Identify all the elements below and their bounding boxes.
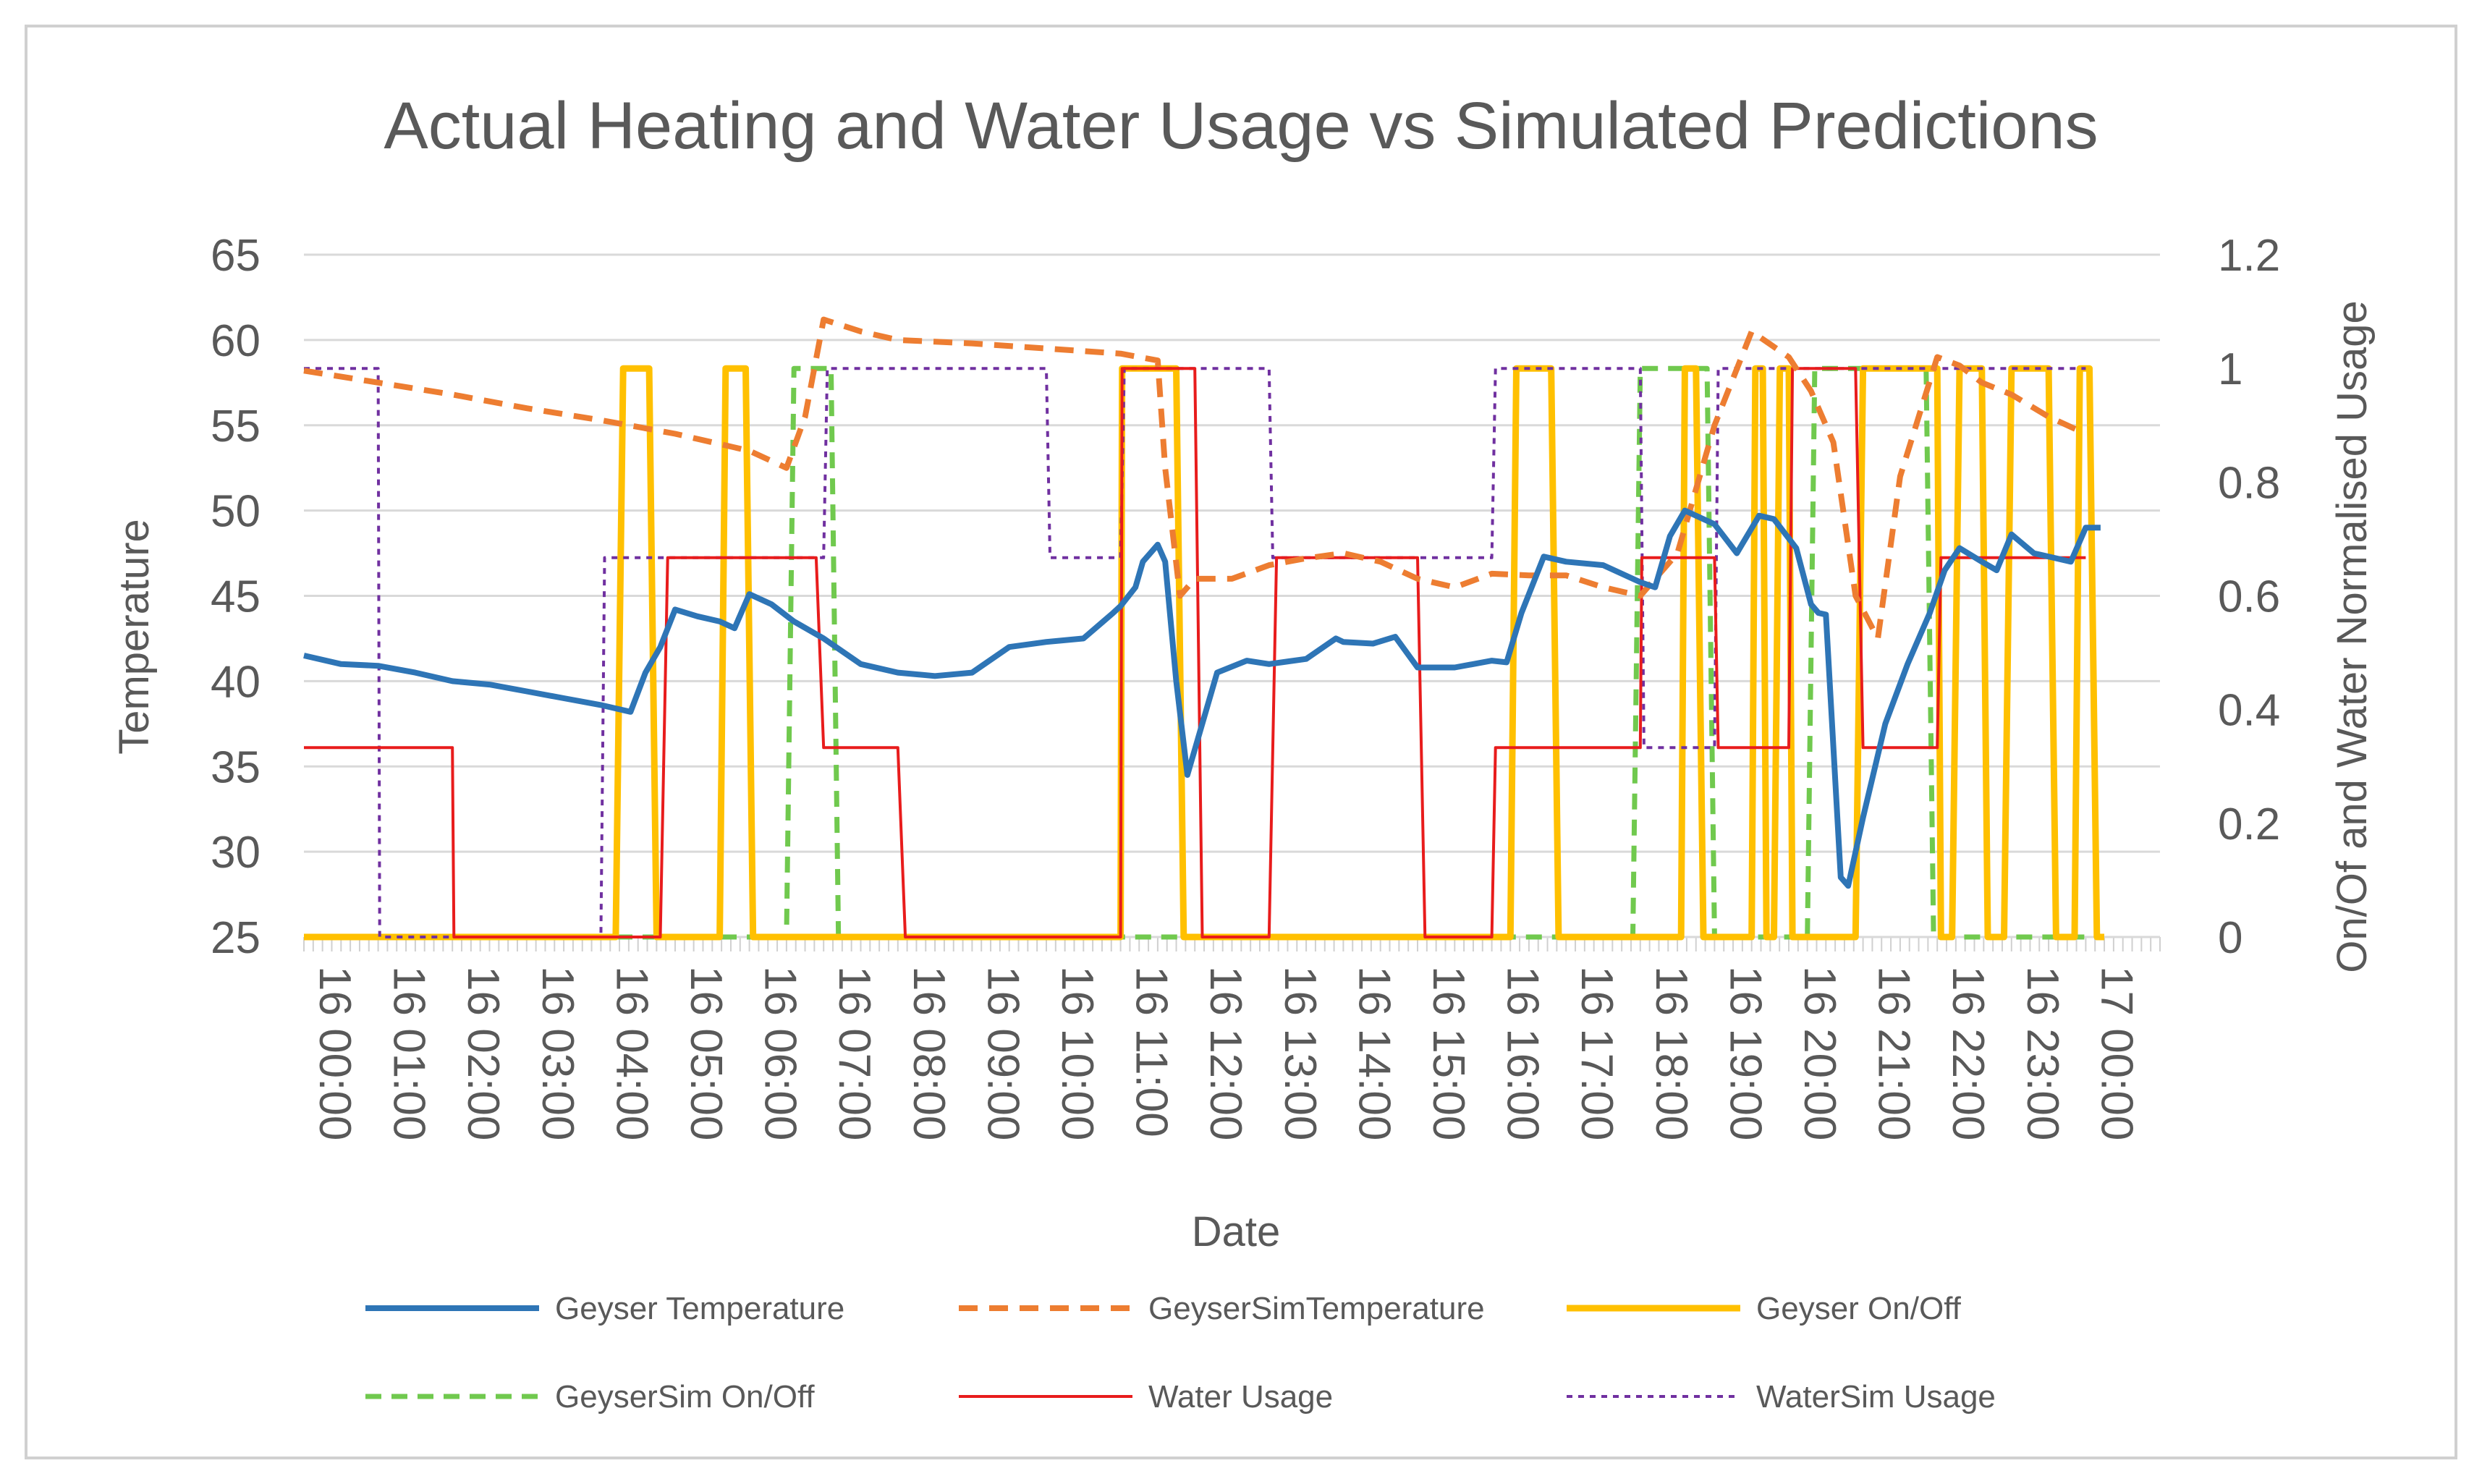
y2-tick-label: 0.2 [2218, 800, 2280, 849]
y-tick-label: 35 [211, 742, 261, 792]
y-tick-label: 60 [211, 316, 261, 366]
x-tick-label: 16 20:00 [1795, 966, 1844, 1140]
x-tick-label: 16 08:00 [904, 966, 954, 1140]
y-tick-label: 55 [211, 402, 261, 451]
y2-tick-label: 0.8 [2218, 458, 2280, 508]
legend: Geyser Temperature GeyserSimTemperature Ge… [365, 1291, 1996, 1415]
legend-label: Geyser On/Off [1756, 1291, 1962, 1326]
x-tick-label: 16 12:00 [1200, 966, 1250, 1140]
x-tick-label: 16 11:00 [1127, 966, 1177, 1137]
chart-title: Actual Heating and Water Usage vs Simula… [384, 89, 2098, 163]
x-axis-ticks: 16 00:00 16 01:00 16 02:00 16 03:00 16 04:00… [310, 966, 2141, 1140]
y-axis-ticks: 25 30 35 40 45 50 55 60 65 [211, 231, 261, 963]
y-tick-label: 25 [211, 913, 261, 963]
x-axis-title: Date [1192, 1208, 1281, 1255]
x-tick-label: 16 05:00 [681, 966, 731, 1140]
series-geysersimtemperature [303, 316, 2088, 642]
y2-axis-title: On/Of and Water Normalised Usage [2329, 300, 2376, 972]
x-tick-label: 16 01:00 [384, 966, 434, 1140]
y2-tick-label: 1 [2218, 344, 2242, 394]
x-tick-label: 16 23:00 [2017, 966, 2067, 1140]
x-tick-label: 16 00:00 [310, 966, 360, 1140]
x-tick-label: 16 10:00 [1052, 966, 1102, 1140]
legend-label: Geyser Temperature [555, 1291, 844, 1326]
x-tick-label: 16 04:00 [606, 966, 656, 1140]
y-tick-label: 40 [211, 657, 261, 707]
y2-tick-label: 0 [2218, 913, 2242, 963]
x-tick-label: 16 19:00 [1720, 966, 1770, 1140]
x-tick-label: 16 07:00 [829, 966, 879, 1140]
series-geyser-temperature [303, 507, 2101, 889]
y2-tick-label: 0.6 [2218, 572, 2280, 622]
x-tick-label: 16 14:00 [1349, 966, 1399, 1140]
x-tick-label: 17 00:00 [2091, 966, 2141, 1140]
x-tick-label: 16 09:00 [978, 966, 1028, 1140]
x-tick-label: 16 18:00 [1646, 966, 1696, 1140]
x-tick-label: 16 02:00 [458, 966, 508, 1140]
legend-label: Water Usage [1148, 1379, 1333, 1415]
y-tick-label: 30 [211, 828, 261, 878]
x-tick-label: 16 17:00 [1572, 966, 1622, 1140]
y2-tick-label: 0.4 [2218, 686, 2280, 736]
x-tick-label: 16 22:00 [1943, 966, 1993, 1140]
y-tick-label: 65 [211, 231, 261, 281]
legend-label: GeyserSim On/Off [555, 1379, 815, 1415]
legend-label: GeyserSimTemperature [1148, 1291, 1485, 1326]
x-tick-label: 16 16:00 [1498, 966, 1548, 1140]
y-tick-label: 50 [211, 487, 261, 537]
y2-tick-label: 1.2 [2218, 231, 2280, 281]
y-axis-title: Temperature [111, 519, 158, 755]
series-water-usage [304, 367, 2086, 938]
legend-label: WaterSim Usage [1756, 1379, 1996, 1415]
y2-axis-ticks: 0 0.2 0.4 0.6 0.8 1 1.2 [2218, 231, 2280, 963]
x-tick-label: 16 21:00 [1869, 966, 1919, 1140]
series-layer [303, 316, 2104, 941]
x-tick-label: 16 15:00 [1423, 966, 1473, 1140]
y-tick-label: 45 [211, 572, 261, 622]
x-tick-label: 16 06:00 [755, 966, 805, 1140]
x-tick-label: 16 03:00 [533, 966, 583, 1140]
x-tick-label: 16 13:00 [1275, 966, 1325, 1140]
